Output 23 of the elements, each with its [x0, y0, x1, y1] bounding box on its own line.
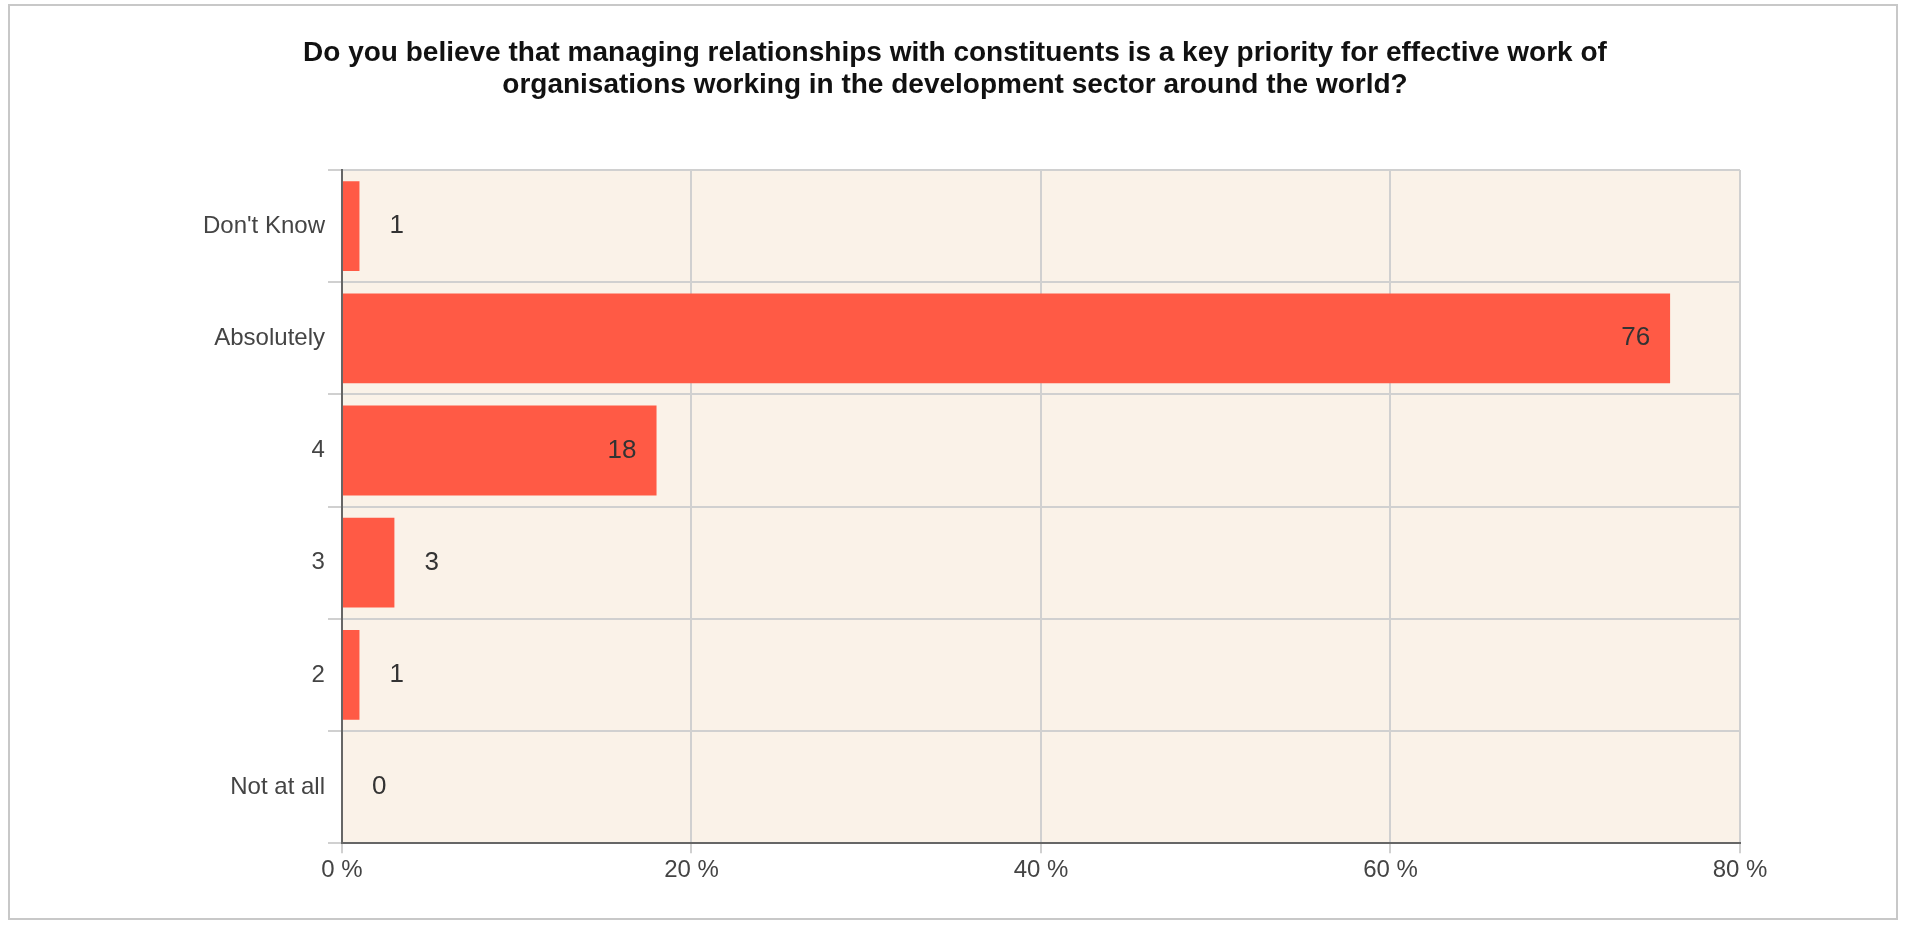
x-tick-label: 80 % [1712, 855, 1768, 883]
bar [342, 517, 395, 608]
chart-title: Do you believe that managing relationships with constituents is a key priority for effective work of organisations working in the development sector around the world? [302, 36, 1608, 100]
data-label: 1 [389, 658, 404, 689]
y-tick-label: Don't Know [203, 210, 326, 238]
y-tick-label: 2 [311, 659, 325, 687]
y-tick-label: Not at all [230, 771, 325, 799]
bar [342, 181, 360, 271]
data-label: 0 [371, 770, 387, 801]
x-tick-label: 20 % [664, 855, 719, 883]
data-label: 1 [389, 209, 404, 240]
y-tick-label: 3 [311, 547, 325, 575]
data-label: 76 [1621, 321, 1651, 352]
y-tick-label: 4 [311, 435, 325, 463]
x-tick-label: 60 % [1363, 855, 1418, 883]
bar [342, 293, 1671, 384]
bar [342, 630, 360, 720]
x-tick-label: 40 % [1013, 855, 1069, 883]
x-tick-label: 0 % [321, 855, 363, 883]
data-label: 3 [424, 545, 439, 576]
y-tick-label: Absolutely [214, 322, 325, 350]
data-label: 18 [607, 433, 637, 464]
bar [342, 405, 657, 496]
